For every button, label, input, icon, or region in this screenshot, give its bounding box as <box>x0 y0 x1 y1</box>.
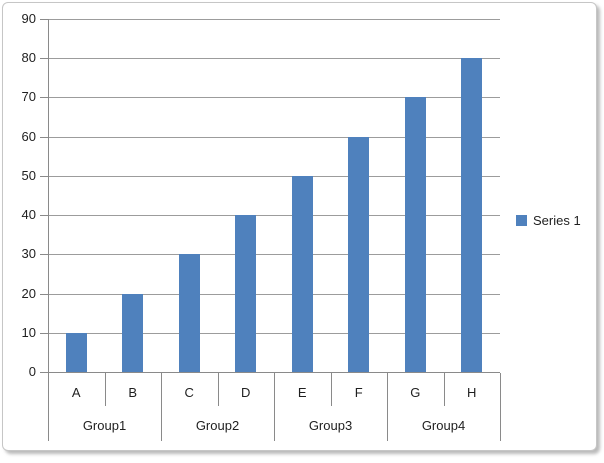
group-label-2: Group2 <box>195 418 240 433</box>
x-axis-line <box>48 372 500 373</box>
bar-d[interactable] <box>235 215 257 372</box>
y-axis-tick <box>40 215 48 216</box>
group-separator <box>161 373 162 441</box>
category-label-d: D <box>241 385 251 400</box>
y-axis-label: 80 <box>21 50 36 65</box>
gridline <box>48 294 500 295</box>
bar-f[interactable] <box>348 137 370 372</box>
y-axis-tick <box>40 137 48 138</box>
category-label-a: A <box>71 385 81 400</box>
category-separator <box>331 373 332 406</box>
y-axis-label: 90 <box>21 11 36 26</box>
gridline <box>48 215 500 216</box>
y-axis-tick <box>40 372 48 373</box>
gridline <box>48 97 500 98</box>
y-axis-label: 0 <box>28 364 36 379</box>
category-separator <box>218 373 219 406</box>
legend[interactable]: Series 1 <box>516 213 581 228</box>
category-label-e: E <box>297 385 307 400</box>
group-label-1: Group1 <box>82 418 127 433</box>
gridline <box>48 137 500 138</box>
y-axis-label: 40 <box>21 207 36 222</box>
group-separator <box>500 373 501 441</box>
bar-a[interactable] <box>65 333 87 372</box>
gridline <box>48 176 500 177</box>
category-separator <box>444 373 445 406</box>
bar-e[interactable] <box>291 176 313 372</box>
category-label-b: B <box>128 385 138 400</box>
y-axis-tick <box>40 333 48 334</box>
y-axis-label: 30 <box>21 246 36 261</box>
y-axis-tick <box>40 58 48 59</box>
category-separator <box>105 373 106 406</box>
group-label-4: Group4 <box>421 418 466 433</box>
category-label-h: H <box>467 385 477 400</box>
y-axis-tick <box>40 176 48 177</box>
category-label-c: C <box>184 385 194 400</box>
group-separator <box>387 373 388 441</box>
gridline <box>48 19 500 20</box>
y-axis-label: 10 <box>21 325 36 340</box>
gridline <box>48 333 500 334</box>
y-axis-line <box>48 19 49 441</box>
gridline <box>48 254 500 255</box>
gridline <box>48 58 500 59</box>
bar-h[interactable] <box>461 58 483 372</box>
y-axis-tick <box>40 97 48 98</box>
y-axis-tick <box>40 254 48 255</box>
y-axis-label: 70 <box>21 89 36 104</box>
group-label-3: Group3 <box>308 418 353 433</box>
bar-g[interactable] <box>404 97 426 372</box>
category-label-f: F <box>354 385 363 400</box>
y-axis-label: 50 <box>21 168 36 183</box>
legend-swatch-icon <box>516 215 527 226</box>
y-axis-tick <box>40 294 48 295</box>
category-label-g: G <box>410 385 421 400</box>
legend-label: Series 1 <box>533 213 581 228</box>
y-axis-label: 20 <box>21 286 36 301</box>
y-axis-tick <box>40 19 48 20</box>
group-separator <box>274 373 275 441</box>
bar-b[interactable] <box>122 294 144 372</box>
bar-c[interactable] <box>178 254 200 372</box>
y-axis-label: 60 <box>21 129 36 144</box>
